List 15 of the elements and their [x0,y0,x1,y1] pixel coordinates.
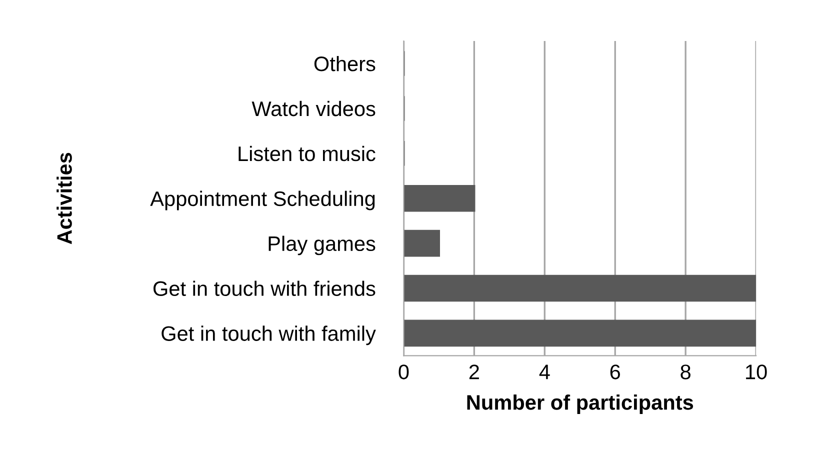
x-tick-label: 8 [680,364,690,380]
y-tick-label: Get in touch with friends [154,280,376,296]
y-tick-label: Watch videos [252,100,376,116]
y-tick-label: Play games [268,236,376,256]
y-tick-label: Get in touch with family [162,326,376,346]
y-tick-label: Others [314,56,376,72]
x-tick-label: 10 [746,364,767,380]
x-tick-label: 0 [398,364,409,380]
x-axis-title: Number of participants [467,394,694,414]
x-tick-label: 6 [610,364,620,380]
x-tick-label: 2 [469,364,479,380]
y-axis-title: Activities [56,152,72,244]
y-tick-label: Listen to music [238,146,376,162]
x-tick-label: 4 [539,364,550,380]
y-tick-label: Appointment Scheduling [150,190,375,210]
